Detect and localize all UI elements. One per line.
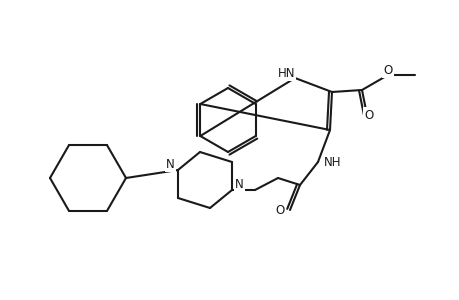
Text: NH: NH	[323, 155, 341, 169]
Text: O: O	[382, 64, 392, 76]
Text: N: N	[235, 178, 243, 190]
Text: N: N	[166, 158, 174, 170]
Text: O: O	[275, 203, 285, 217]
Text: O: O	[364, 109, 373, 122]
Text: HN: HN	[277, 67, 294, 80]
